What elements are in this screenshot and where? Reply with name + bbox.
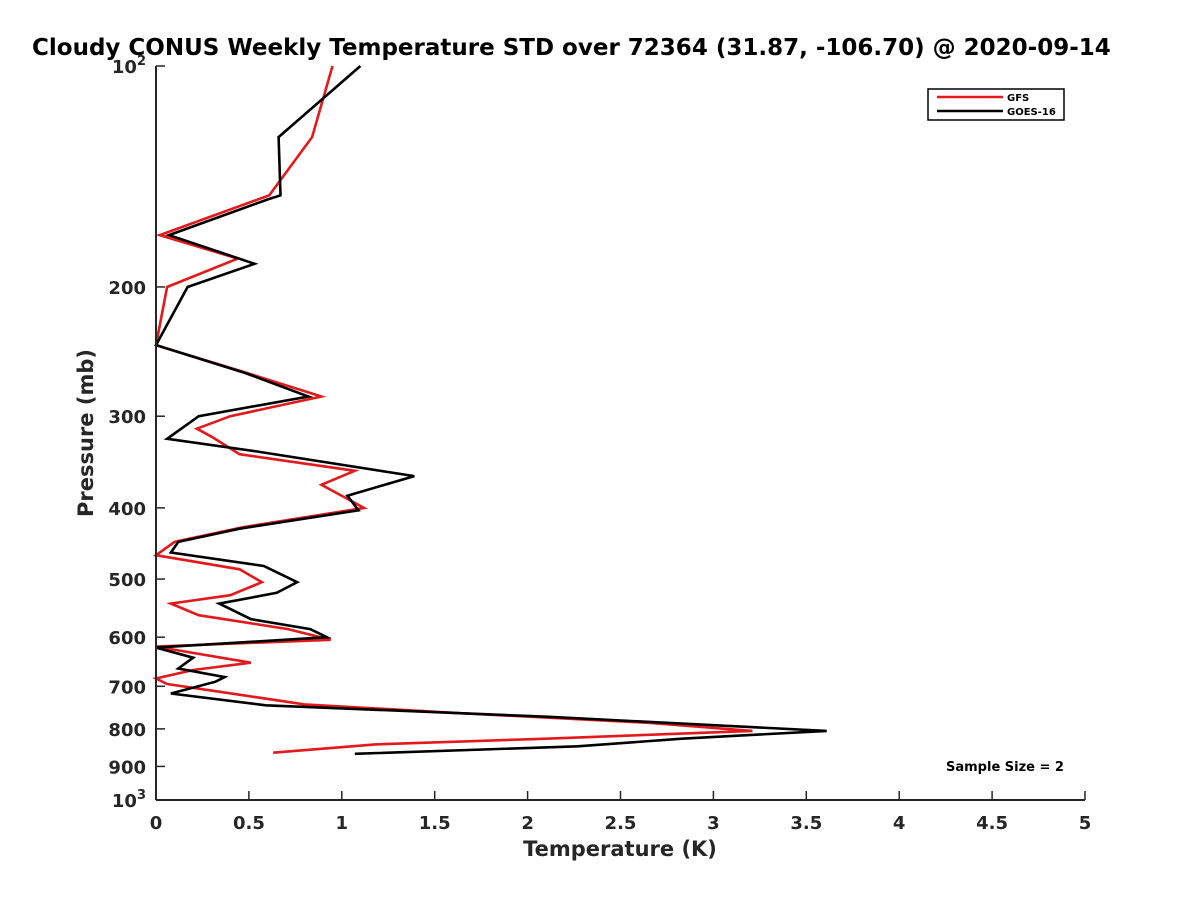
x-tick-label: 0 (150, 813, 163, 834)
y-tick-label: 900 (108, 757, 146, 778)
y-tick-label: 400 (108, 499, 146, 520)
legend-box (927, 88, 1065, 121)
sample-size-annotation: Sample Size = 2 (946, 760, 1064, 775)
series-line-goes16 (154, 65, 827, 756)
x-tick-label: 1 (336, 813, 349, 834)
x-axis-label: Temperature (K) (523, 837, 717, 861)
x-tick-label: 4.5 (976, 813, 1008, 834)
x-tick-label: 4 (893, 813, 906, 834)
y-tick-label: 800 (108, 720, 146, 741)
x-tick-label: 2 (521, 813, 534, 834)
y-axis-label: Pressure (mb) (74, 349, 98, 517)
x-tick-label: 5 (1079, 813, 1092, 834)
series-layer (152, 65, 827, 756)
legend: GFS GOES-16 (927, 88, 1065, 121)
x-tick-label: 3.5 (790, 813, 822, 834)
legend-label-gfs: GFS (1007, 93, 1029, 104)
x-tick-label: 3 (707, 813, 720, 834)
y-tick-label: 300 (108, 407, 146, 428)
y-tick-label: 200 (108, 278, 146, 299)
y-tick-label: 500 (108, 570, 146, 591)
chart-title: Cloudy CONUS Weekly Temperature STD over… (32, 35, 1111, 61)
y-tick-label: 102 (112, 54, 146, 78)
legend-label-goes16: GOES-16 (1007, 107, 1056, 118)
x-tick-label: 2.5 (605, 813, 637, 834)
y-tick-label: 103 (112, 788, 146, 812)
ticks-layer: 0 0.5 1 1.5 2 2.5 3 3.5 4 4.5 5 102 200 300 400 500 600 7… (108, 54, 1091, 834)
x-tick-label: 0.5 (233, 813, 265, 834)
y-tick-label: 700 (108, 677, 146, 698)
y-tick-label: 600 (108, 628, 146, 649)
x-tick-label: 1.5 (419, 813, 451, 834)
